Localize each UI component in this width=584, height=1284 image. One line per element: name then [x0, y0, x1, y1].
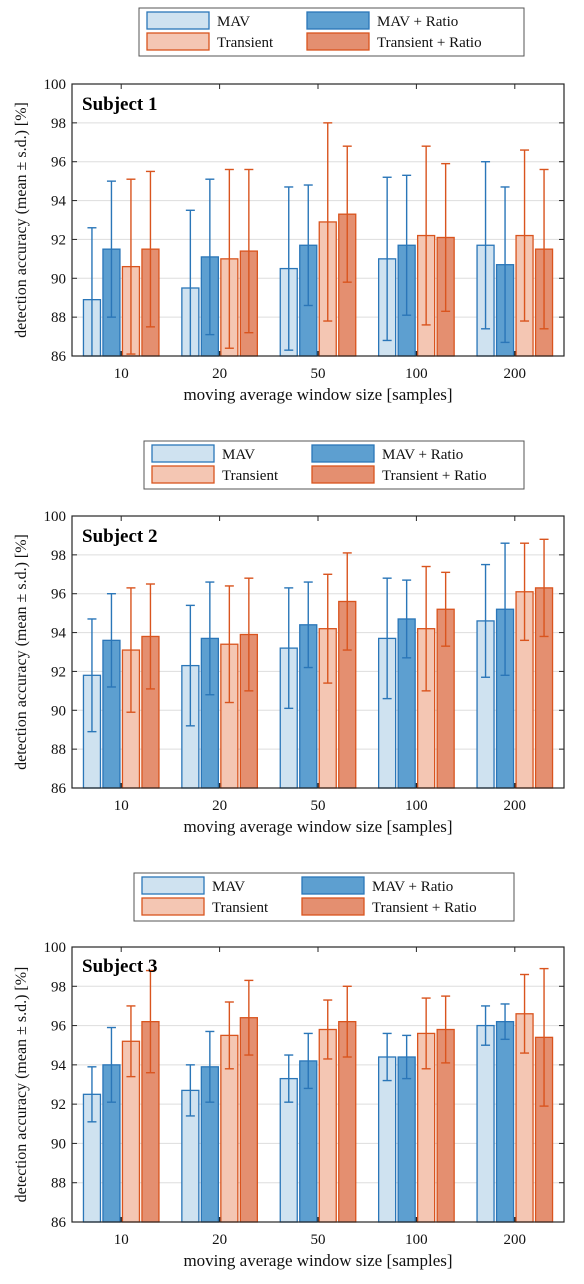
panel-title: Subject 2 — [82, 526, 157, 547]
y-tick-label: 92 — [51, 232, 66, 248]
panel-title: Subject 3 — [82, 956, 157, 977]
x-tick-label: 10 — [114, 366, 129, 382]
legend-label-transient: Transient — [212, 900, 269, 916]
legend-swatch-transient-ratio — [311, 465, 375, 484]
y-tick-label: 100 — [44, 940, 67, 956]
y-tick-label: 100 — [44, 509, 67, 525]
y-tick-label: 94 — [51, 1058, 67, 1074]
x-tick-label: 20 — [212, 366, 227, 382]
chart-panel-1: MAV MAV + Ratio Transient Transient + Ratio… — [13, 7, 565, 404]
bar-mav-ratio — [495, 1020, 515, 1223]
axes-frame — [71, 515, 565, 789]
y-tick-label: 90 — [51, 703, 66, 719]
legend-label-transient-ratio: Transient + Ratio — [372, 900, 477, 916]
y-tick-label: 94 — [51, 626, 67, 642]
x-tick-label: 200 — [504, 798, 527, 814]
legend-swatch-transient — [141, 897, 205, 916]
bar-mav — [377, 1056, 397, 1223]
x-tick-label: 10 — [114, 798, 129, 814]
x-tick-label: 100 — [405, 1232, 428, 1248]
y-tick-label: 88 — [51, 742, 66, 758]
legend: MAV MAV + Ratio Transient Transient + Ratio — [143, 440, 525, 490]
legend: MAV MAV + Ratio Transient Transient + Ratio — [138, 7, 525, 57]
panel-title: Subject 1 — [82, 94, 157, 115]
y-axis-label: detection accuracy (mean ± s.d.) [%] — [13, 102, 30, 338]
y-tick-label: 92 — [51, 1097, 66, 1113]
x-axis-label: moving average window size [samples] — [183, 385, 452, 404]
legend-swatch-mav — [141, 876, 205, 895]
chart-panel-3: MAV MAV + Ratio Transient Transient + Ratio… — [13, 872, 565, 1270]
axes-frame — [71, 946, 565, 1223]
y-tick-label: 94 — [51, 194, 67, 210]
legend-swatch-mav-ratio — [306, 11, 370, 30]
x-axis-label: moving average window size [samples] — [183, 1251, 452, 1270]
x-tick-label: 10 — [114, 1232, 129, 1248]
x-axis-label: moving average window size [samples] — [183, 817, 452, 836]
x-tick-label: 200 — [504, 1232, 527, 1248]
y-axis-label: detection accuracy (mean ± s.d.) [%] — [13, 967, 30, 1203]
y-tick-label: 88 — [51, 1176, 66, 1192]
axes-frame — [71, 83, 565, 357]
y-tick-label: 86 — [51, 781, 67, 797]
legend-label-mav: MAV — [212, 879, 245, 895]
legend-label-mav: MAV — [222, 447, 255, 463]
x-tick-label: 50 — [311, 1232, 326, 1248]
legend-swatch-transient — [146, 32, 210, 51]
y-tick-label: 96 — [51, 587, 67, 603]
x-tick-label: 100 — [405, 798, 428, 814]
y-tick-label: 98 — [51, 979, 66, 995]
y-tick-label: 98 — [51, 116, 66, 132]
legend-label-transient-ratio: Transient + Ratio — [377, 35, 482, 51]
legend-swatch-transient-ratio — [306, 32, 370, 51]
x-tick-label: 20 — [212, 798, 227, 814]
legend: MAV MAV + Ratio Transient Transient + Ratio — [133, 872, 515, 922]
legend-swatch-mav — [146, 11, 210, 30]
legend-label-mav: MAV — [217, 14, 250, 30]
legend-label-mav-ratio: MAV + Ratio — [382, 447, 463, 463]
y-tick-label: 90 — [51, 1136, 66, 1152]
bar-mav — [476, 1024, 495, 1223]
legend-label-transient-ratio: Transient + Ratio — [382, 468, 487, 484]
legend-label-transient: Transient — [217, 35, 274, 51]
chart-panel-2: MAV MAV + Ratio Transient Transient + Ratio… — [13, 440, 565, 836]
x-tick-label: 50 — [311, 366, 326, 382]
x-tick-label: 50 — [311, 798, 326, 814]
legend-label-mav-ratio: MAV + Ratio — [372, 879, 453, 895]
legend-swatch-transient — [151, 465, 215, 484]
y-tick-label: 98 — [51, 548, 66, 564]
y-tick-label: 90 — [51, 271, 66, 287]
x-tick-label: 200 — [504, 366, 527, 382]
legend-label-transient: Transient — [222, 468, 279, 484]
y-tick-label: 86 — [51, 1215, 67, 1231]
legend-swatch-mav-ratio — [301, 876, 365, 895]
x-tick-label: 20 — [212, 1232, 227, 1248]
y-tick-label: 100 — [44, 77, 67, 93]
y-tick-label: 86 — [51, 349, 67, 365]
y-tick-label: 96 — [51, 155, 67, 171]
legend-swatch-mav — [151, 444, 215, 463]
x-tick-label: 100 — [405, 366, 428, 382]
legend-swatch-mav-ratio — [311, 444, 375, 463]
y-tick-label: 96 — [51, 1019, 67, 1035]
legend-swatch-transient-ratio — [301, 897, 365, 916]
y-tick-label: 92 — [51, 664, 66, 680]
legend-label-mav-ratio: MAV + Ratio — [377, 14, 458, 30]
bar-mav-ratio — [397, 1056, 416, 1223]
y-tick-label: 88 — [51, 310, 66, 326]
y-axis-label: detection accuracy (mean ± s.d.) [%] — [13, 534, 30, 770]
